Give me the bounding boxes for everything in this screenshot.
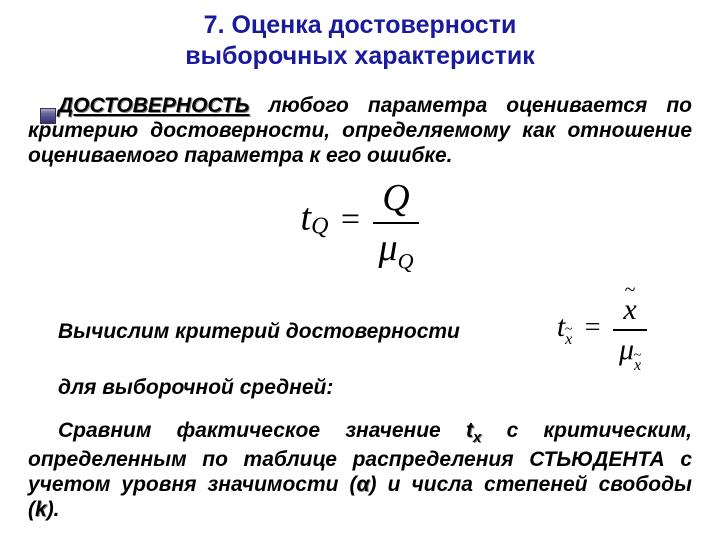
p3-4: ).: [47, 498, 60, 521]
paragraph-definition: ДОСТОВЕРНОСТЬ любого параметра оценивает…: [28, 93, 692, 169]
f1-lhs-sub: Q: [311, 214, 328, 240]
f1-den-sub: Q: [398, 249, 414, 274]
symbol-k: k: [35, 498, 47, 521]
f2-den-base: μ: [619, 333, 634, 366]
slide-title: 7. Оценка достоверности выборочных харак…: [28, 10, 692, 73]
bullet-icon: [40, 108, 56, 124]
symbol-alpha: α: [357, 473, 370, 496]
f2-lhs-base: t: [557, 310, 565, 343]
title-line2: выборочных характеристик: [185, 42, 534, 70]
symbol-tx: tx: [466, 419, 481, 442]
f2-den: μ~x: [613, 329, 647, 371]
paragraph-compare: Сравним фактическое значение tx с критич…: [28, 418, 692, 523]
f1-den: μQ: [373, 222, 420, 275]
f1-den-base: μ: [379, 227, 398, 269]
f2-lhs-sub: ~x: [565, 331, 572, 348]
title-line1: 7. Оценка достоверности: [204, 11, 517, 39]
f1-num: Q: [373, 176, 420, 222]
formula-tq: tQ = Q μQ: [28, 176, 692, 275]
term-reliability: ДОСТОВЕРНОСТЬ: [58, 94, 250, 117]
f1-eq: =: [333, 201, 368, 238]
paragraph-for-mean: для выборочной средней:: [28, 375, 692, 400]
paragraph-compute: Вычислим критерий достоверности: [28, 319, 502, 344]
p3-1: Сравним фактическое значение: [58, 419, 466, 442]
f2-den-sub: ~x: [634, 357, 641, 374]
para2-line2: для выборочной средней:: [58, 376, 333, 399]
f2-eq: =: [577, 312, 609, 343]
formula-tx: t~x = ~x μ~x: [512, 293, 692, 371]
f1-lhs-base: t: [301, 197, 312, 239]
f2-num: ~x: [613, 293, 647, 329]
para2-text: Вычислим критерий достоверности: [58, 320, 460, 343]
